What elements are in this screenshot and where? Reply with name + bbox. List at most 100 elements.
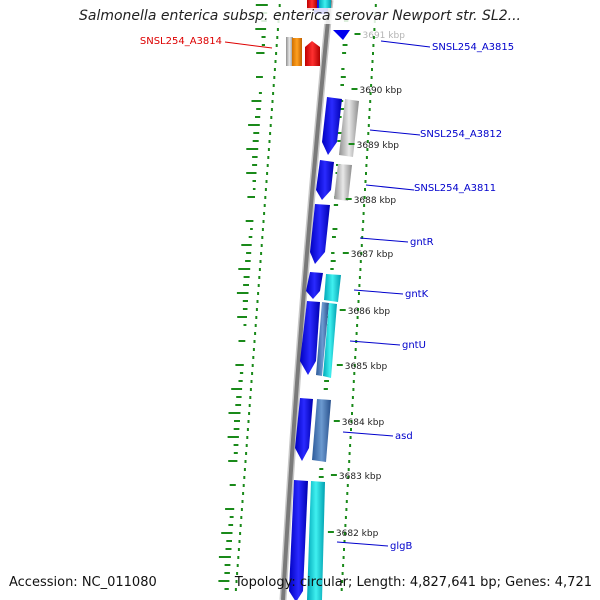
gene-feature[interactable] [310,204,330,264]
gc-bar [245,220,254,222]
gene-feature-rrna[interactable] [305,41,320,66]
gc-dot [360,252,363,255]
label-leader-line [365,184,415,191]
gc-dot [259,260,262,263]
gene-feature[interactable] [295,398,313,461]
gc-bar [233,452,238,454]
gc-dot [351,404,354,407]
gene-feature[interactable] [323,303,337,378]
gc-bar [238,268,251,270]
gc-bar [318,476,324,478]
label-leader-line [336,541,389,547]
gene-feature[interactable] [289,480,308,600]
gene-label-gntu[interactable]: gntU [402,340,426,351]
gene-feature[interactable] [322,97,342,155]
gc-bar [246,252,252,254]
gc-dot [266,164,269,167]
gene-feature[interactable] [300,301,320,375]
gene-feature[interactable] [292,38,302,66]
gc-bar [235,364,244,366]
gene-label-gntr[interactable]: gntR [410,237,434,248]
gene-label-asd[interactable]: asd [395,431,413,442]
gc-bar [252,188,256,190]
gc-bar [218,556,231,558]
gene-feature[interactable] [286,37,293,66]
gc-bar [234,420,240,422]
gc-dot [278,4,281,7]
gc-dot [345,508,348,511]
gc-dot [263,212,266,215]
gc-dot [343,548,345,551]
gc-dot [356,324,359,327]
gc-dot [346,484,349,487]
gene-label-snsl254_a3814[interactable]: SNSL254_A3814 [140,36,222,47]
gc-bar [252,140,259,142]
gene-label-snsl254_a3812[interactable]: SNSL254_A3812 [420,129,502,140]
gc-bar [340,84,344,86]
gc-dot [257,284,260,287]
gene-feature[interactable] [324,274,341,302]
gc-dot [344,516,347,519]
gene-label-snsl254_a3811[interactable]: SNSL254_A3811 [414,183,496,194]
gene-feature[interactable] [307,0,317,10]
gene-feature[interactable] [334,164,352,201]
gc-dot [275,44,278,47]
gc-dot [247,420,250,423]
gc-dot [266,172,269,175]
gc-dot [368,108,371,111]
gc-bar [235,404,242,406]
gc-bar [224,588,229,590]
gene-feature[interactable] [306,272,323,299]
gc-dot [355,332,358,335]
gc-dot [267,156,270,159]
gc-bar [218,580,230,582]
gene-labels: SNSL254_A3814 SNSL254_A3815 SNSL254_A3812 S… [140,36,514,552]
gc-bar [337,140,343,142]
gene-feature[interactable] [316,160,334,200]
gc-bar [252,164,258,166]
gc-dot [257,292,260,295]
gc-dot [349,444,352,447]
gc-dot [273,76,276,79]
gc-dot [243,468,246,471]
gc-bar [248,124,260,126]
genome-title: Salmonella enterica subsp. enterica sero… [0,8,600,24]
gc-dot [261,228,264,231]
gene-label-glgb[interactable]: glgB [390,541,412,552]
gc-bar [338,116,342,118]
gc-dot [270,108,273,111]
gc-bar [250,228,253,230]
scale-label: 3690 kbp [360,86,403,96]
gc-bar [332,236,336,238]
gc-dot [348,452,351,455]
gene-feature[interactable] [333,30,350,40]
gc-dot [258,276,261,279]
genome-summary: Topology: circular; Length: 4,827,641 bp… [234,575,592,590]
gc-bar [323,388,328,390]
backbone [281,0,332,600]
gc-dot [364,188,366,191]
gene-feature[interactable] [307,481,325,600]
gene-feature[interactable] [316,302,329,376]
label-leader-line [342,431,394,437]
gc-dot [245,452,248,455]
gc-dot [358,284,361,287]
gc-bar [229,516,234,518]
gc-dot [352,380,355,383]
gc-dot [263,204,266,207]
gc-bar [225,548,232,550]
label-leader-line [353,289,404,295]
gene-feature[interactable] [339,99,359,157]
gene-label-snsl254_a3815[interactable]: SNSL254_A3815 [432,42,514,53]
gc-dot [347,468,350,471]
gene-label-gntk[interactable]: gntK [405,289,429,300]
gc-dot [369,100,372,103]
gc-dot [235,580,238,583]
gene-feature[interactable] [319,0,331,8]
gc-bar [238,380,243,382]
gc-bar [248,236,253,238]
scale-label: 3684 kbp [342,418,385,428]
gc-dot [363,204,366,207]
gene-feature[interactable] [312,399,331,462]
